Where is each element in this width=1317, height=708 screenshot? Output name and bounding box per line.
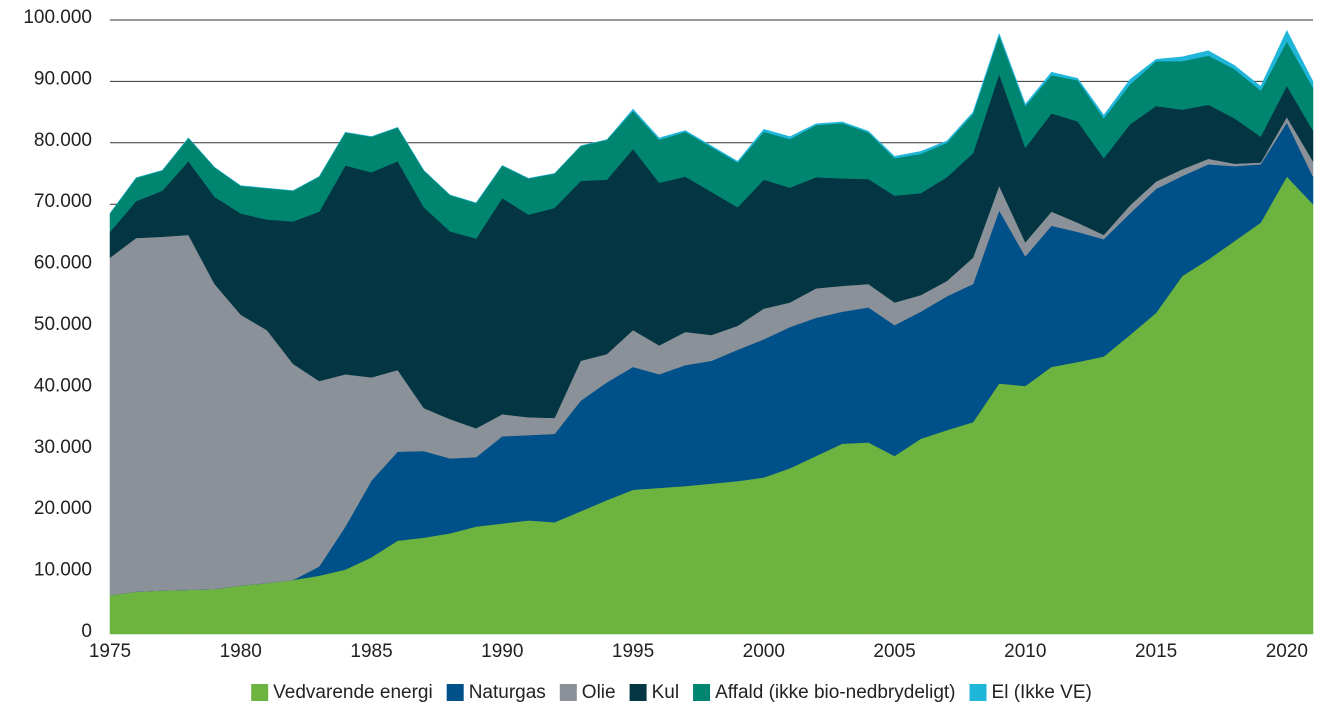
y-tick-label: 70.000	[34, 191, 92, 212]
labels: 0 10.000 20.000 30.000 40.000 50.000 60.000 70.…	[23, 7, 1308, 662]
y-tick-label: 10.000	[34, 560, 92, 581]
y-tick-label: 20.000	[34, 498, 92, 519]
y-tick-label: 100.000	[23, 7, 92, 28]
y-tick-label: 90.000	[34, 68, 92, 89]
x-tick-label: 2000	[743, 641, 785, 662]
legend-label: Affald (ikke bio-nedbrydeligt)	[715, 682, 955, 703]
x-tick-label: 1995	[612, 641, 654, 662]
legend-label: Olie	[582, 682, 616, 703]
y-tick-label: 50.000	[34, 314, 92, 335]
x-tick-label: 2005	[873, 641, 915, 662]
legend-label: Naturgas	[469, 682, 546, 703]
areas	[109, 29, 1314, 635]
legend-swatch	[559, 684, 577, 701]
x-tick-label: 1985	[350, 641, 392, 662]
x-tick-label: 1980	[220, 641, 262, 662]
legend-label: Kul	[652, 682, 679, 703]
y-tick-label: 60.000	[34, 253, 92, 274]
y-tick-label: 80.000	[34, 130, 92, 151]
legend-swatch	[693, 684, 711, 701]
x-tick-label: 1990	[481, 641, 523, 662]
legend: Vedvarende energi Naturgas Olie Kul Affald (…	[251, 682, 1092, 703]
legend-label: Vedvarende energi	[273, 682, 433, 703]
legend-swatch	[969, 684, 987, 701]
area	[109, 29, 1314, 214]
x-tick-label: 2010	[1004, 641, 1046, 662]
y-tick-label: 30.000	[34, 437, 92, 458]
legend-swatch	[251, 684, 269, 701]
legend-swatch	[629, 684, 647, 701]
y-tick-label: 0	[81, 621, 92, 642]
x-tick-label: 1975	[89, 641, 131, 662]
legend-swatch	[446, 684, 464, 701]
y-tick-label: 40.000	[34, 375, 92, 396]
legend-label: El (Ikke VE)	[992, 682, 1092, 703]
x-tick-label: 2020	[1266, 641, 1308, 662]
x-tick-label: 2015	[1135, 641, 1177, 662]
